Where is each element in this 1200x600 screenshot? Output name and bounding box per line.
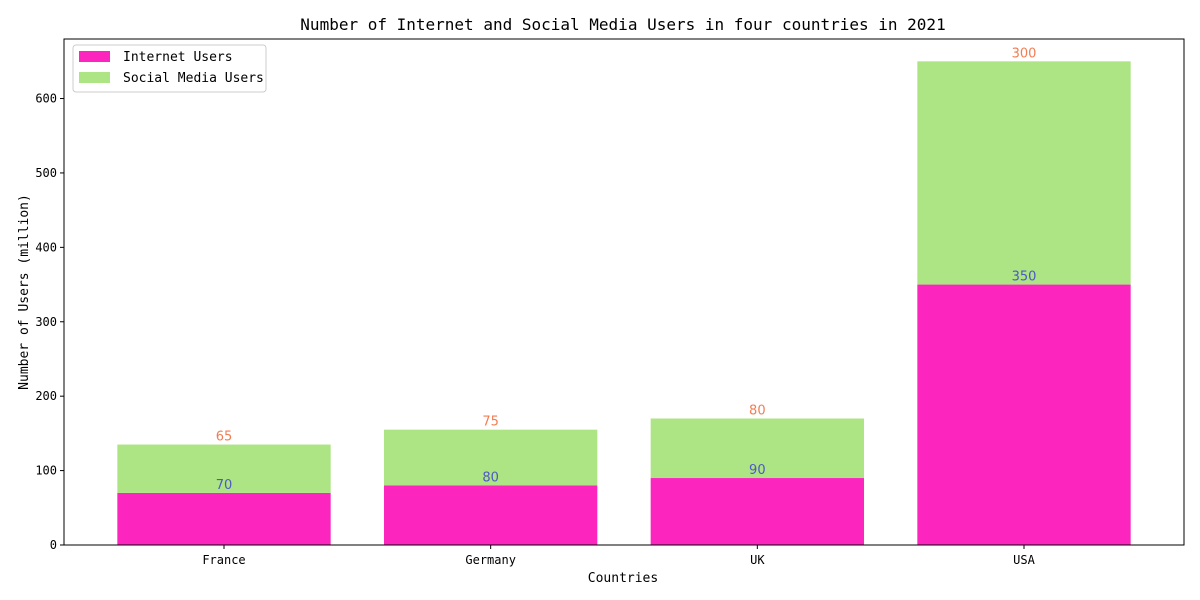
data-label-internet-users-france: 70: [216, 478, 233, 493]
y-tick-label-0: 0: [50, 538, 57, 552]
legend-swatch-social-media-users: [79, 72, 110, 83]
bar-social-media-users-usa: [917, 61, 1131, 285]
data-label-internet-users-germany: 80: [482, 470, 499, 485]
y-tick-label-200: 200: [35, 389, 57, 403]
bar-social-media-users-france: [117, 444, 331, 493]
y-tick-label-400: 400: [35, 240, 57, 254]
legend-label-social-media-users: Social Media Users: [123, 71, 264, 86]
data-label-social-media-users-uk: 80: [749, 404, 766, 419]
x-axis: France Germany UK USA: [202, 545, 1036, 567]
plot-frame: [63, 38, 1185, 546]
x-tick-label-germany: Germany: [465, 553, 516, 567]
y-tick-label-100: 100: [35, 464, 57, 478]
data-label-internet-users-usa: 350: [1012, 270, 1037, 285]
legend-swatch-internet-users: [79, 51, 110, 62]
y-axis-title: Number of Users (million): [17, 194, 32, 390]
y-tick-label-500: 500: [35, 166, 57, 180]
bar-internet-users-germany: [384, 485, 598, 545]
bar-social-media-users-germany: [384, 429, 598, 486]
y-tick-label-600: 600: [35, 92, 57, 106]
x-tick-label-usa: USA: [1013, 553, 1035, 567]
bar-internet-users-france: [117, 492, 331, 545]
bar-internet-users-uk: [650, 478, 864, 545]
data-label-social-media-users-france: 65: [216, 430, 233, 445]
data-label-social-media-users-germany: 75: [482, 415, 499, 430]
legend: Internet Users Social Media Users: [72, 44, 267, 93]
data-label-social-media-users-usa: 300: [1012, 46, 1037, 61]
bars-layer: [117, 61, 1131, 545]
legend-label-internet-users: Internet Users: [123, 50, 233, 65]
legend-frame: [72, 44, 267, 93]
x-tick-label-uk: UK: [750, 553, 765, 567]
data-label-internet-users-uk: 90: [749, 463, 766, 478]
bar-social-media-users-uk: [650, 418, 864, 479]
x-tick-label-france: France: [202, 553, 245, 567]
x-axis-title: Countries: [588, 571, 658, 586]
y-axis: 0 100 200 300 400 500 600: [35, 92, 64, 552]
bar-internet-users-usa: [917, 284, 1131, 545]
bar-labels-layer: 70 80 90 350 65 75 80 300: [216, 46, 1037, 493]
chart-title: Number of Internet and Social Media User…: [300, 15, 945, 34]
y-tick-label-300: 300: [35, 315, 57, 329]
